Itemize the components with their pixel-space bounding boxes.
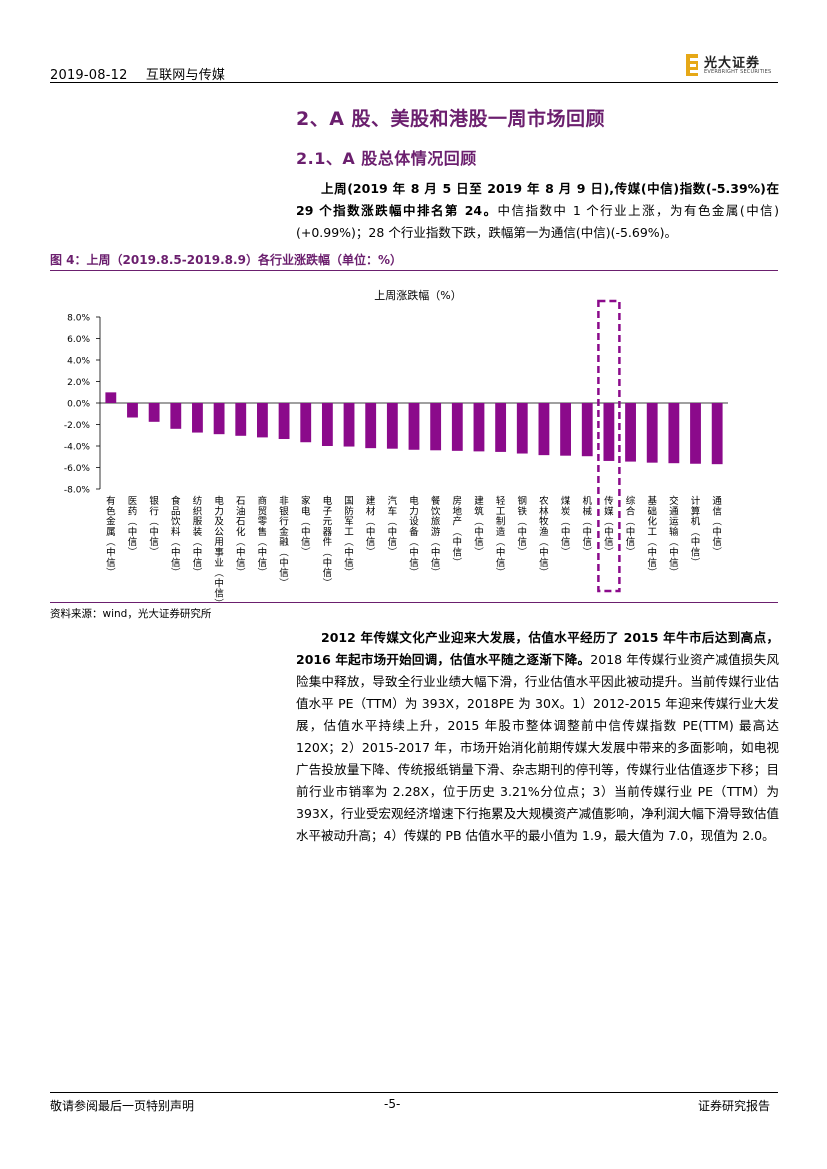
bar [235, 403, 247, 436]
x-tick-label: 计算机︵中信︶ [691, 495, 701, 569]
x-tick-label: 建筑︵中信︶ [474, 495, 484, 559]
bar [321, 403, 333, 446]
y-axis: 8.0% 6.0% 4.0% 2.0% 0.0% -2.0% -4.0% -6.0% -8.0% [64, 314, 728, 496]
bar [430, 403, 442, 451]
bar [300, 403, 312, 443]
x-tick-label: 有色金属︵中信︶ [106, 495, 116, 579]
report-category: 互联网与传媒 [145, 68, 226, 83]
bar [473, 403, 485, 452]
chart-title: 上周涨跌幅（%） [374, 288, 461, 302]
bar [408, 403, 420, 450]
x-tick-label: 商贸零售︵中信︶ [258, 495, 268, 579]
company-logo: 光大证券 EVERBRIGHT SECURITIES [686, 52, 786, 78]
x-tick-label: 机械︵中信︶ [582, 495, 592, 559]
x-tick-label: 房地产︵中信︶ [453, 495, 463, 569]
logo-mark-icon [686, 54, 698, 76]
y-tick-label: -2.0% [64, 421, 91, 431]
bar [690, 403, 701, 464]
footer-report-type: 证券研究报告 [698, 1099, 771, 1113]
y-tick-label: -8.0% [64, 486, 91, 496]
section-heading: 2、A 股、美股和港股一周市场回顾 [296, 108, 606, 130]
x-tick-label: 纺织服装︵中信︶ [193, 495, 203, 579]
bars [105, 392, 723, 465]
x-tick-label: 钢铁︵中信︶ [518, 495, 528, 559]
x-tick-label: 通信︵中信︶ [712, 496, 722, 559]
summary-paragraph: 上周(2019 年 8 月 5 日至 2019 年 8 月 9 日),传媒(中信… [296, 178, 779, 244]
y-tick-label: -4.0% [64, 443, 91, 453]
bar [581, 403, 593, 457]
bar [603, 403, 615, 461]
bar [278, 403, 290, 440]
header-divider [50, 82, 778, 83]
x-tick-label: 非银行金融︵中信︶ [279, 495, 289, 589]
bar [646, 403, 658, 463]
summary-text: 中信指数中 1 个行业上涨，为有色金属(中信)(+0.99%)；28 个行业指数… [296, 203, 780, 240]
figure-title: 图 4：上周（2019.8.5-2019.8.9）各行业涨跌幅（单位：%） [50, 253, 402, 267]
x-tick-label: 综合︵中信︶ [626, 495, 636, 559]
summary-bold-text: 上周(2019 年 8 月 5 日至 2019 年 8 月 9 日),传媒(中信… [296, 181, 779, 218]
bar [170, 403, 182, 429]
logo-text-en: EVERBRIGHT SECURITIES [704, 69, 772, 75]
x-tick-label: 建材︵中信︶ [366, 495, 376, 559]
x-tick-label: 轻工制造︵中信︶ [496, 495, 506, 579]
y-tick-label: 6.0% [67, 335, 90, 345]
footer-disclaimer: 敬请参阅最后一页特别声明 [50, 1099, 195, 1113]
bar [148, 403, 160, 422]
valuation-bold-text: 2012 年传媒文化产业迎来大发展，估值水平经历了 2015 年牛市后达到高点，… [296, 630, 779, 667]
y-tick-label: 2.0% [67, 378, 90, 388]
valuation-paragraph: 2012 年传媒文化产业迎来大发展，估值水平经历了 2015 年牛市后达到高点，… [296, 627, 779, 847]
figure-source: 资料来源：wind，光大证券研究所 [50, 608, 212, 620]
report-date: 2019-08-12 [50, 68, 128, 83]
x-tick-label: 传媒︵中信︶ [604, 495, 614, 559]
bar [668, 403, 680, 464]
y-tick-label: 0.0% [67, 400, 90, 410]
x-tick-label: 交通运输︵中信︶ [669, 495, 679, 579]
x-tick-label: 石油石化︵中信︶ [236, 496, 246, 579]
x-tick-label: 汽车︵中信︶ [388, 495, 398, 559]
x-tick-label: 电力设备︵中信︶ [409, 495, 419, 579]
bar [343, 403, 355, 447]
x-axis-labels: 有色金属︵中信︶ 医药︵中信︶ 银行︵中信︶ 食品饮料︵中信︶ 纺织服装︵中信︶ 电力及公… [106, 495, 722, 602]
bar [213, 403, 225, 435]
bar [538, 403, 550, 456]
x-tick-label: 电子元器件︵中信︶ [323, 495, 333, 589]
x-tick-label: 家电︵中信︶ [301, 495, 311, 559]
x-tick-label: 餐饮旅游︵中信︶ [431, 495, 441, 579]
logo-text-cn: 光大证券 [704, 56, 761, 71]
industry-return-chart: 上周涨跌幅（%） 8.0% 6.0% 4.0% 2.0% 0.0% -2.0% -4.0% -… [64, 288, 728, 602]
x-tick-label: 国防军工︵中信︶ [344, 496, 354, 579]
bar [257, 403, 268, 438]
figure-bottom-rule [50, 602, 778, 603]
footer-divider [50, 1092, 778, 1093]
bar [386, 403, 398, 449]
x-tick-label: 银行︵中信︶ [149, 495, 159, 559]
x-tick-label: 农林牧渔︵中信︶ [539, 495, 549, 579]
figure-top-rule [50, 270, 778, 271]
x-tick-label: 基础化工︵中信︶ [647, 495, 657, 579]
subsection-heading: 2.1、A 股总体情况回顾 [296, 149, 477, 168]
bar [192, 403, 203, 433]
bar [105, 392, 117, 403]
bar [127, 403, 138, 418]
bar [711, 403, 723, 465]
valuation-text: 2018 年传媒行业资产减值损失风险集中释放，导致全行业业绩大幅下滑，行业估值水… [296, 652, 779, 843]
bar [560, 403, 571, 456]
bar [625, 403, 636, 462]
y-tick-label: -6.0% [64, 464, 91, 474]
bar [495, 403, 507, 452]
bar [365, 403, 377, 449]
page-number: -5- [384, 1097, 401, 1111]
x-tick-label: 食品饮料︵中信︶ [171, 495, 181, 579]
report-header: 2019-08-12 互联网与传媒 [50, 64, 239, 83]
x-tick-label: 医药︵中信︶ [128, 496, 138, 559]
bar [516, 403, 528, 454]
x-tick-label: 电力及公用事业︵中信︶ [214, 495, 224, 602]
highlight-box [597, 299, 621, 593]
x-tick-label: 煤炭︵中信︶ [561, 495, 571, 559]
y-tick-label: 8.0% [67, 314, 90, 324]
bar [451, 403, 463, 451]
y-tick-label: 4.0% [67, 357, 90, 367]
